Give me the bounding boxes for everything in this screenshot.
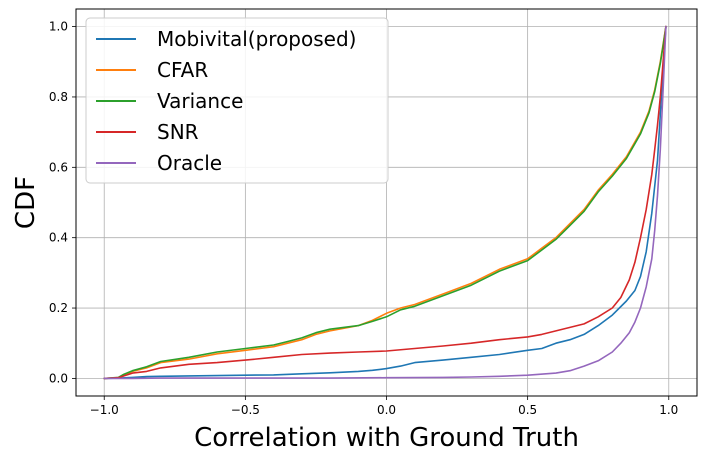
legend-label: CFAR [157, 58, 208, 82]
legend-label: Oracle [157, 151, 222, 175]
legend-label: SNR [157, 120, 199, 144]
legend: Mobivital(proposed) CFAR Variance SNR Oracle [85, 17, 389, 184]
series-line-variance [103, 25, 667, 380]
series-line-snr [103, 25, 667, 380]
ticks: −1.0 −0.5 0.0 0.5 1.0 0.0 0.2 0.4 0.6 0.8 1.0 [49, 20, 678, 417]
legend-label: Variance [157, 89, 243, 113]
y-tick-label: 0.4 [49, 231, 68, 245]
x-tick-label: 0.5 [518, 403, 537, 417]
series-line-mobivital-proposed [103, 25, 667, 380]
y-tick-label: 1.0 [49, 20, 68, 34]
x-tick-label: −0.5 [231, 403, 260, 417]
legend-box [85, 17, 389, 184]
y-axis-title: CDF [11, 176, 41, 229]
y-tick-label: 0.6 [49, 160, 68, 174]
x-tick-label: −1.0 [90, 403, 119, 417]
y-tick-label: 0.2 [49, 301, 68, 315]
series-line-oracle [103, 25, 667, 380]
series-line-cfar [103, 25, 667, 380]
x-tick-label: 0.0 [377, 403, 396, 417]
x-axis-title: Correlation with Ground Truth [194, 423, 579, 453]
series-lines [103, 25, 667, 380]
y-tick-label: 0.8 [49, 90, 68, 104]
x-tick-label: 1.0 [659, 403, 678, 417]
y-tick-label: 0.0 [49, 371, 68, 385]
legend-label: Mobivital(proposed) [157, 27, 356, 51]
